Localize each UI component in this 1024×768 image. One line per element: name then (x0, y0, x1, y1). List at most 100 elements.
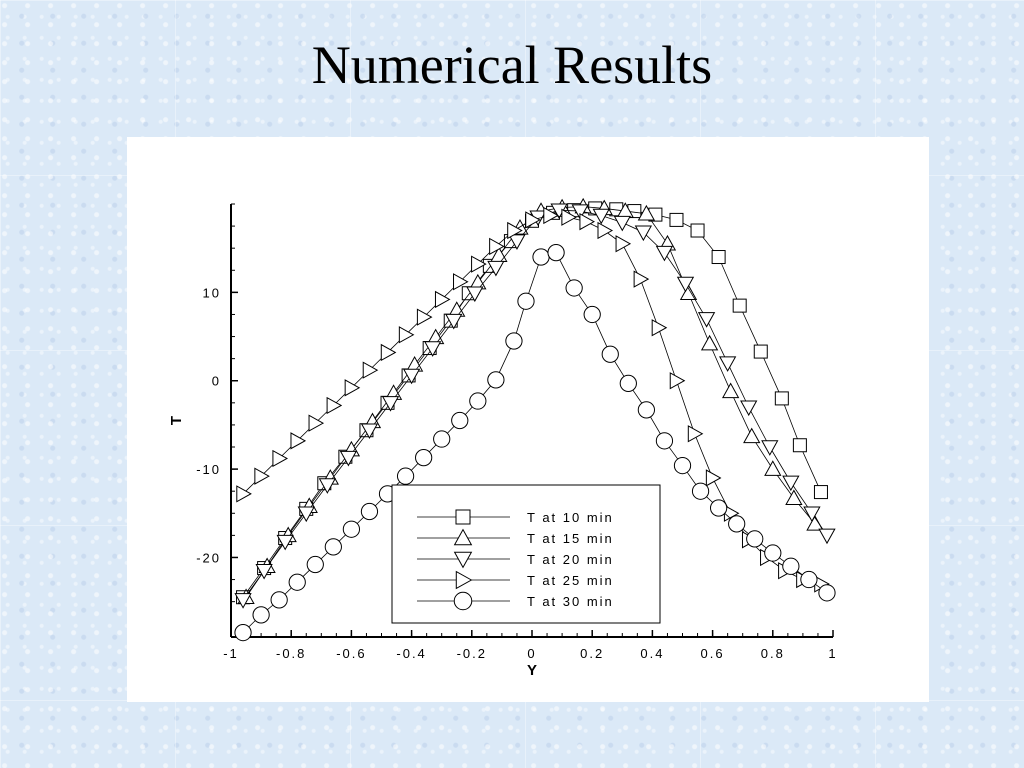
x-tick-label: -0.2 (457, 646, 487, 661)
data-point-series-5 (583, 305, 601, 324)
data-point-series-5 (565, 279, 583, 297)
data-point-series-5 (252, 606, 270, 624)
data-point-series-5 (655, 432, 674, 450)
data-point-series-5 (782, 557, 800, 575)
data-point-series-4 (705, 469, 722, 487)
data-point-series-3 (466, 286, 484, 303)
data-point-series-5 (517, 292, 535, 310)
data-point-series-5 (270, 591, 288, 609)
data-point-series-3 (676, 276, 695, 293)
data-point-series-3 (318, 478, 336, 494)
data-point-series-4 (326, 396, 343, 415)
data-point-series-5 (433, 430, 451, 448)
data-point-series-3 (297, 506, 315, 523)
data-point-series-4 (344, 379, 361, 397)
legend-label: T at 20 min (527, 552, 614, 567)
legend-label: T at 25 min (527, 573, 614, 588)
data-point-series-2 (722, 382, 740, 399)
data-point-series-3 (360, 423, 379, 440)
y-tick-label: -20 (196, 550, 221, 565)
y-axis-title: T (168, 416, 185, 425)
y-tick-label: -10 (196, 462, 221, 477)
x-tick-label: -0.8 (276, 646, 306, 661)
x-tick-label: -1 (223, 646, 239, 661)
slide-title: Numerical Results (311, 35, 713, 95)
data-point-series-5 (415, 448, 433, 467)
data-point-series-3 (487, 260, 505, 277)
x-tick-label: 0.8 (761, 646, 785, 661)
data-point-series-4 (687, 425, 704, 443)
data-point-series-1 (792, 438, 807, 453)
data-point-series-4 (489, 237, 505, 256)
data-point-series-3 (339, 450, 358, 467)
data-point-series-3 (276, 534, 294, 551)
data-point-series-5 (288, 573, 306, 591)
data-point-series-4 (416, 308, 433, 326)
data-point-series-4 (579, 213, 596, 231)
series-line-5 (242, 252, 828, 633)
data-point-series-4 (272, 449, 288, 468)
y-tick-label: 0 (212, 374, 221, 389)
data-point-series-5 (619, 374, 637, 393)
x-tick-label: -0.4 (396, 646, 426, 661)
data-point-series-2 (785, 489, 803, 506)
data-point-series-4 (362, 361, 379, 379)
data-point-series-5 (396, 467, 415, 485)
data-point-series-5 (601, 345, 619, 363)
data-point-series-4 (561, 208, 577, 226)
y-tick-label: 10 (203, 285, 221, 300)
legend-marker (455, 509, 471, 525)
data-point-series-3 (424, 341, 442, 357)
data-point-series-4 (308, 414, 325, 432)
line-chart: -1 -0.8 -0.6 -0.4 -0.2 0 0.2 0.4 0.6 0.8 1 -20 -10 0 1… (168, 197, 837, 679)
x-tick-label: 1 (828, 646, 837, 661)
data-point-series-4 (398, 326, 415, 344)
data-point-series-5 (306, 555, 324, 574)
data-point-series-3 (592, 208, 610, 225)
data-point-series-4 (507, 221, 523, 240)
data-point-series-5 (673, 456, 692, 475)
legend-marker (453, 591, 473, 611)
data-point-series-2 (700, 334, 719, 351)
data-point-series-5 (487, 371, 505, 389)
legend-label: T at 15 min (527, 531, 614, 546)
data-point-series-3 (402, 368, 421, 385)
legend-label: T at 30 min (527, 594, 614, 609)
data-point-series-3 (719, 356, 737, 372)
x-axis-title: Y (527, 662, 537, 679)
data-point-series-2 (637, 204, 656, 221)
data-point-series-3 (740, 400, 758, 417)
legend-marker (453, 551, 473, 569)
data-point-series-5 (505, 332, 523, 350)
data-point-series-5 (451, 411, 469, 430)
x-tick-label: 0 (527, 646, 536, 661)
data-point-series-4 (543, 206, 559, 225)
data-point-series-5 (764, 544, 782, 562)
legend-marker (453, 528, 473, 546)
data-point-series-3 (255, 563, 273, 580)
data-point-series-3 (381, 396, 400, 412)
plot-panel: -1 -0.8 -0.6 -0.4 -0.2 0 0.2 0.4 0.6 0.8 1 -20 -10 0 1… (127, 137, 929, 702)
data-point-series-4 (453, 273, 469, 291)
data-point-series-5 (746, 530, 764, 548)
data-point-series-5 (360, 502, 379, 521)
data-point-series-5 (637, 401, 656, 419)
data-point-series-5 (547, 243, 565, 262)
legend-label: T at 10 min (527, 510, 614, 525)
data-point-series-3 (508, 234, 526, 250)
data-point-series-2 (743, 427, 761, 444)
data-point-series-5 (818, 584, 836, 602)
data-point-series-5 (709, 499, 728, 517)
x-tick-label: 0.6 (701, 646, 725, 661)
data-point-series-1 (732, 298, 747, 313)
data-point-series-1 (813, 485, 828, 500)
data-point-series-4 (380, 343, 397, 362)
data-point-series-4 (471, 255, 487, 273)
data-point-series-4 (597, 221, 614, 240)
data-point-series-3 (234, 593, 252, 609)
data-point-series-3 (782, 475, 800, 492)
legend-marker (455, 570, 473, 590)
data-point-series-4 (254, 467, 270, 485)
data-point-series-2 (764, 460, 782, 476)
data-point-series-1 (711, 250, 726, 265)
